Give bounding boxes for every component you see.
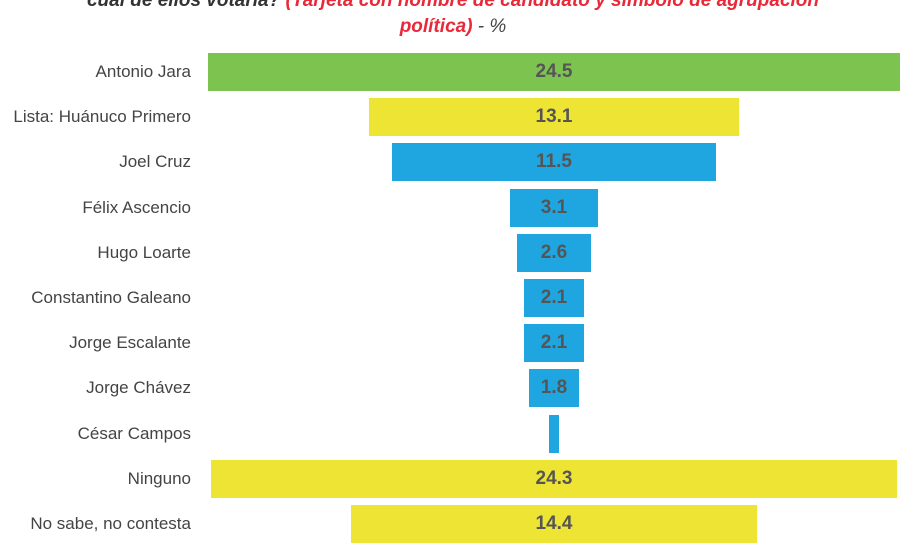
bar-value-label: 13.1 [535, 106, 573, 128]
category-label: Félix Ascencio [0, 198, 191, 218]
category-label-text: No sabe, no contesta [30, 514, 191, 533]
category-label-text: César Campos [77, 423, 191, 443]
chart-title: cuál de ellos votaría? (Tarjeta con nomb… [0, 0, 906, 40]
bar-value-label: 2.1 [540, 332, 568, 354]
category-label-text: Félix Ascencio [82, 197, 191, 217]
bar-value-label: 2.1 [540, 287, 568, 308]
category-label-text: Lista: Huánuco Primero [13, 107, 191, 127]
bar [524, 324, 584, 363]
bar-value-label: 3.1 [540, 196, 568, 218]
category-label-text: Antonio Jara [95, 62, 191, 81]
bar [528, 369, 580, 408]
category-label: Antonio Jara [0, 62, 191, 82]
category-label-text: Jorge Escalante [69, 333, 191, 353]
title-line1-red: (Tarjeta con nombre de candidato y símbo… [285, 0, 820, 11]
category-label-text: Joel Cruz [119, 152, 191, 172]
bar-value-label: 11.5 [536, 151, 572, 173]
category-label: Constantino Galeano [0, 288, 191, 308]
title-line2-suffix: - % [472, 16, 507, 37]
bar [510, 188, 598, 227]
category-label-text: Hugo Loarte [97, 242, 191, 262]
title-line1-prefix: cuál de ellos votaría? [86, 0, 286, 11]
category-label: Lista: Huánuco Primero [0, 107, 191, 127]
category-label: Jorge Escalante [0, 333, 191, 353]
bar-value-label: 2.6 [540, 241, 568, 263]
bar [368, 98, 739, 137]
bar [208, 53, 900, 91]
category-label-text: Ninguno [127, 468, 191, 488]
bar [524, 279, 584, 317]
bar-value-label: 1.8 [540, 377, 568, 399]
bar [210, 459, 898, 498]
category-label-text: Jorge Chávez [86, 378, 191, 398]
category-label: Hugo Loarte [0, 243, 191, 263]
category-label: Jorge Chávez [0, 378, 191, 398]
category-label: César Campos [0, 424, 191, 444]
bar [517, 233, 591, 272]
bar-value-label: 24.3 [535, 467, 573, 489]
category-label: Joel Cruz [0, 152, 191, 172]
category-label-text: Constantino Galeano [31, 288, 191, 307]
category-label: Ninguno [0, 469, 191, 489]
bar [391, 143, 717, 182]
category-label: No sabe, no contesta [0, 514, 191, 534]
bar-value-label: 14.4 [535, 513, 573, 534]
bar-value-label: 24.5 [535, 61, 573, 82]
bar [549, 414, 559, 453]
title-line2-red: política) [399, 16, 473, 37]
